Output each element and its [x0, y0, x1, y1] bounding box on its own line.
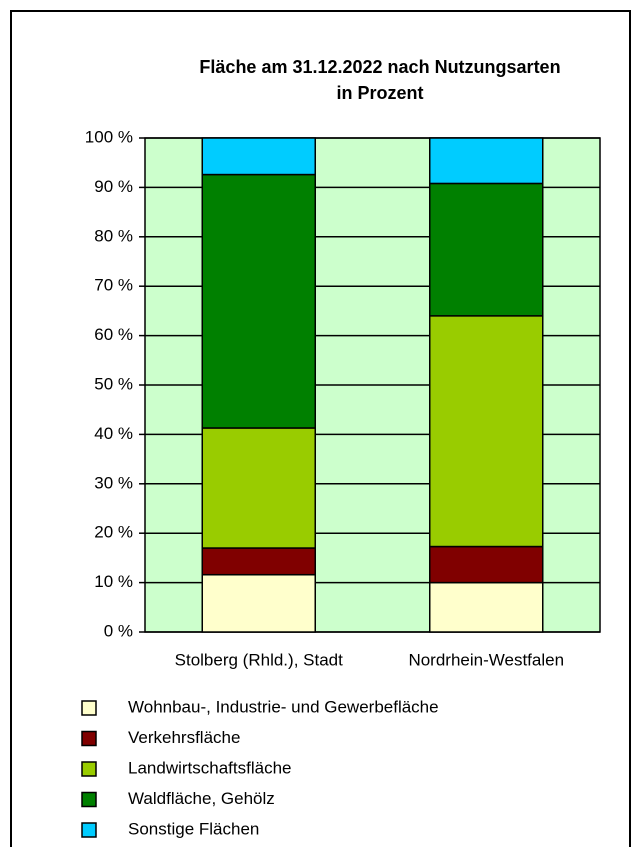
- y-tick-label: 0 %: [104, 621, 133, 640]
- bar-segment: [429, 545, 544, 584]
- y-tick-label: 20 %: [94, 523, 133, 542]
- bar-segment: [429, 315, 544, 548]
- legend-swatch: [81, 761, 97, 777]
- legend-swatch: [81, 730, 97, 747]
- legend-label: Verkehrsfläche: [128, 728, 240, 747]
- legend-label: Waldfläche, Gehölz: [128, 789, 275, 808]
- legend-swatch: [81, 822, 97, 838]
- y-tick-label: 70 %: [94, 276, 133, 295]
- legend-label: Landwirtschaftsfläche: [128, 758, 291, 777]
- legend-label: Sonstige Flächen: [128, 819, 259, 838]
- y-tick-label: 100 %: [85, 127, 133, 146]
- y-tick-label: 60 %: [94, 325, 133, 344]
- chart-title: Fläche am 31.12.2022 nach Nutzungsarten: [199, 57, 560, 77]
- bar-segment: [201, 573, 316, 633]
- bar-segment: [429, 182, 544, 317]
- chart-subtitle: in Prozent: [336, 83, 423, 103]
- bar-segment: [201, 547, 316, 576]
- legend-swatch: [81, 791, 97, 808]
- bar-segment: [201, 137, 316, 176]
- bar-segment: [429, 581, 544, 633]
- x-tick-label: Nordrhein-Westfalen: [408, 650, 564, 669]
- y-tick-label: 50 %: [94, 374, 133, 393]
- y-tick-label: 80 %: [94, 226, 133, 245]
- y-tick-label: 30 %: [94, 473, 133, 492]
- y-tick-label: 90 %: [94, 177, 133, 196]
- x-tick-label: Stolberg (Rhld.), Stadt: [175, 650, 343, 669]
- bar-segment: [201, 173, 316, 429]
- legend-label: Wohnbau-, Industrie- und Gewerbefläche: [128, 697, 439, 716]
- bar-segment: [201, 427, 316, 549]
- legend-swatch: [81, 700, 97, 716]
- y-tick-label: 10 %: [94, 572, 133, 591]
- y-tick-label: 40 %: [94, 424, 133, 443]
- bar-segment: [429, 137, 544, 185]
